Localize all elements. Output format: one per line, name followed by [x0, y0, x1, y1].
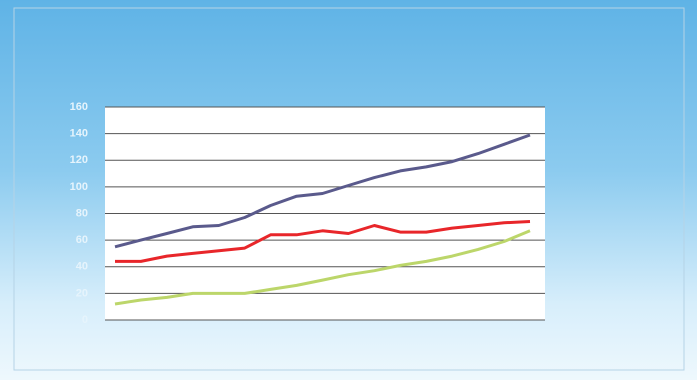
series-line	[114, 133, 531, 249]
y-tick-label: 140	[70, 128, 88, 140]
y-tick-label: 20	[76, 287, 88, 299]
y-tick-label: 40	[76, 261, 88, 273]
series-line	[114, 229, 531, 306]
y-tick-label: 80	[76, 207, 88, 219]
y-tick-label: 100	[70, 181, 88, 193]
y-tick-label: 60	[76, 234, 88, 246]
y-tick-label: 160	[70, 101, 88, 113]
y-tick-label: 120	[70, 154, 88, 166]
frame	[13, 7, 685, 371]
series-line	[115, 220, 531, 263]
y-tick-label: 0	[82, 314, 88, 326]
